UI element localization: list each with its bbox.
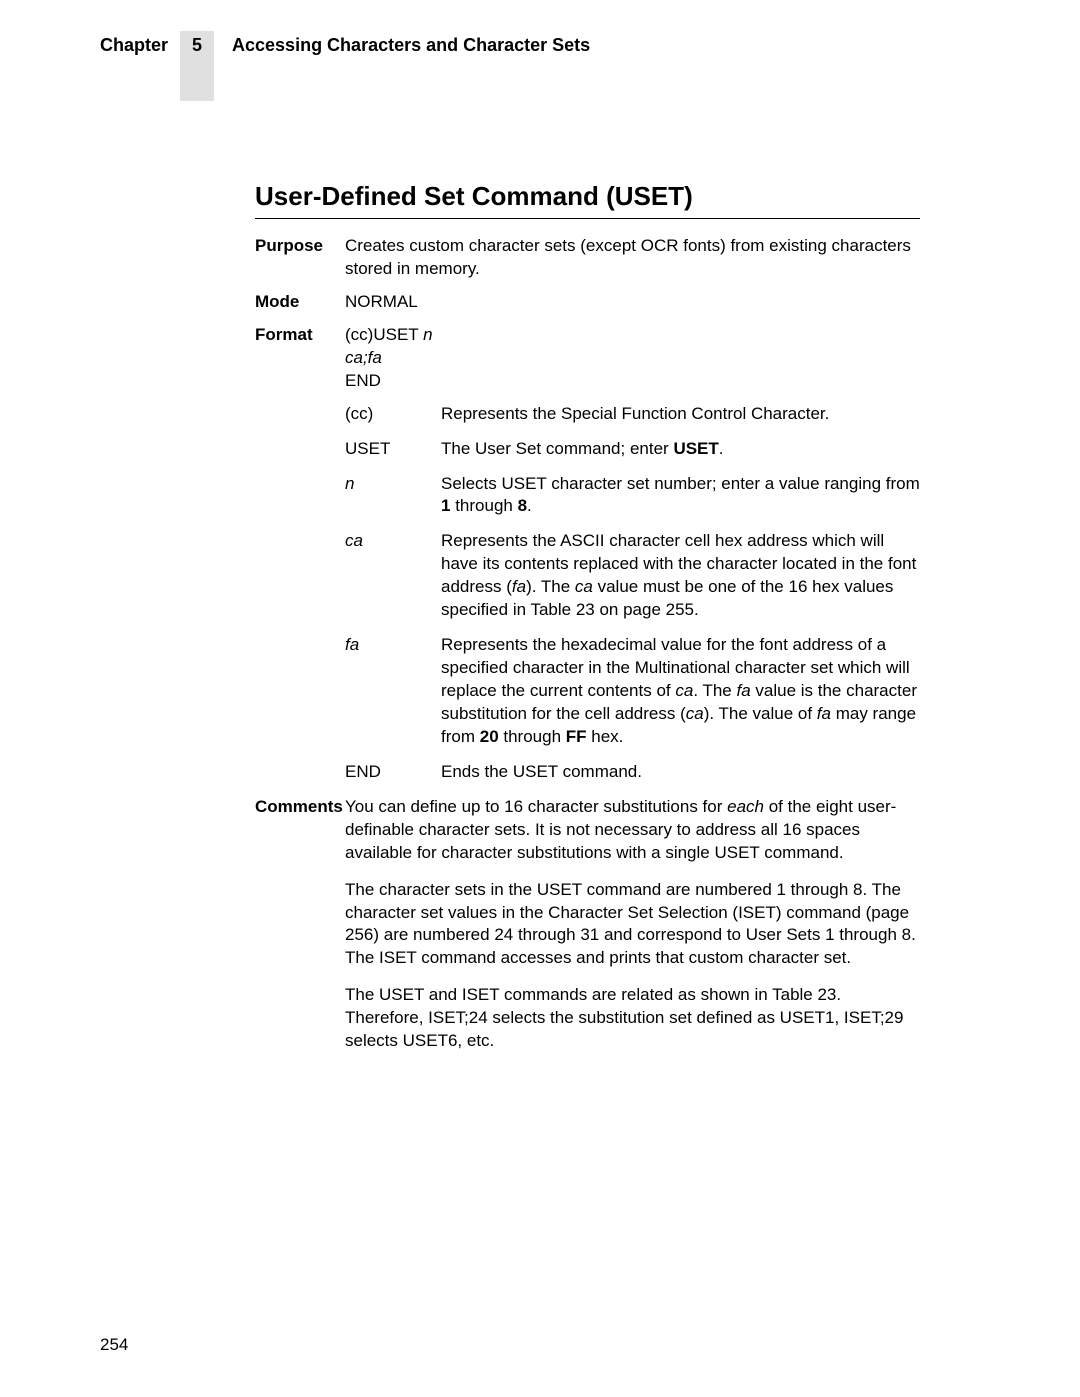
comments-label: Comments [255,796,345,1067]
comments-p2: The character sets in the USET command a… [345,879,920,971]
chapter-number: 5 [192,35,202,56]
document-page: Chapter 5 Accessing Characters and Chara… [0,0,1080,1397]
comments-body: You can define up to 16 character substi… [345,796,920,1067]
format-line2: ca;fa [345,347,920,370]
param-fa-desc: Represents the hexadecimal value for the… [441,634,920,749]
param-n-name: n [345,473,441,519]
format-line1-n: n [423,325,432,344]
param-cc-name: (cc) [345,403,441,426]
param-uset: USET The User Set command; enter USET. [255,438,920,461]
param-n: n Selects USET character set number; ent… [255,473,920,519]
format-line1-prefix: (cc)USET [345,325,423,344]
chapter-number-box: 5 [180,31,214,101]
param-ca-desc: Represents the ASCII character cell hex … [441,530,920,622]
param-fa: fa Represents the hexadecimal value for … [255,634,920,749]
mode-value: NORMAL [345,291,920,314]
format-line1: (cc)USET n [345,324,920,347]
format-line3: END [345,370,920,393]
chapter-label: Chapter [100,35,168,56]
param-uset-desc: The User Set command; enter USET. [441,438,920,461]
param-n-desc: Selects USET character set number; enter… [441,473,920,519]
param-ca-name: ca [345,530,441,622]
purpose-text: Creates custom character sets (except OC… [345,235,920,281]
comments-p1: You can define up to 16 character substi… [345,796,920,865]
section-heading: User-Defined Set Command (USET) [255,181,920,219]
content-area: User-Defined Set Command (USET) Purpose … [255,181,920,1067]
purpose-label: Purpose [255,235,345,281]
page-header: Chapter 5 Accessing Characters and Chara… [100,35,980,101]
format-row: Format (cc)USET n ca;fa END [255,324,920,393]
param-cc-desc: Represents the Special Function Control … [441,403,920,426]
param-cc: (cc) Represents the Special Function Con… [255,403,920,426]
mode-row: Mode NORMAL [255,291,920,314]
purpose-row: Purpose Creates custom character sets (e… [255,235,920,281]
param-uset-name: USET [345,438,441,461]
param-fa-name: fa [345,634,441,749]
chapter-title: Accessing Characters and Character Sets [232,35,590,56]
param-end-name: END [345,761,441,784]
comments-p3: The USET and ISET commands are related a… [345,984,920,1053]
page-number: 254 [100,1335,128,1355]
comments-row: Comments You can define up to 16 charact… [255,796,920,1067]
format-block: (cc)USET n ca;fa END [345,324,920,393]
param-end-desc: Ends the USET command. [441,761,920,784]
param-ca: ca Represents the ASCII character cell h… [255,530,920,622]
format-label: Format [255,324,345,393]
param-end: END Ends the USET command. [255,761,920,784]
mode-label: Mode [255,291,345,314]
